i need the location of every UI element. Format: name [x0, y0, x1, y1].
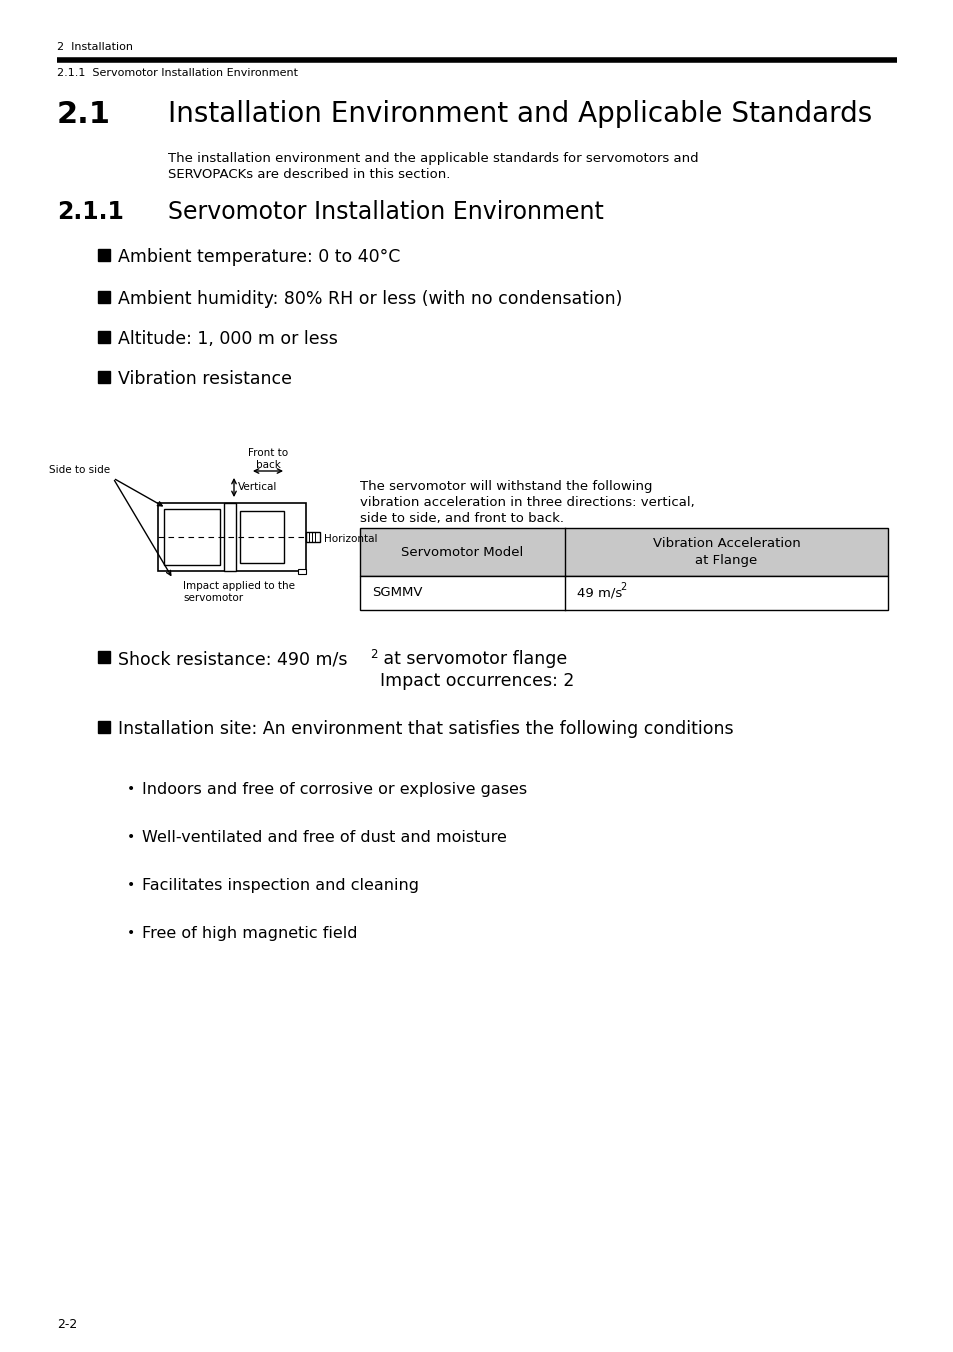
Bar [359, 529, 887, 576]
Text: Installation site: An environment that satisfies the following conditions: Installation site: An environment that s… [118, 721, 733, 738]
Text: Ambient humidity: 80% RH or less (with no condensation): Ambient humidity: 80% RH or less (with n… [118, 289, 621, 308]
Bar [98, 370, 110, 383]
Text: SGMMV: SGMMV [372, 587, 422, 599]
Text: 2.1.1  Servomotor Installation Environment: 2.1.1 Servomotor Installation Environmen… [57, 68, 297, 78]
Text: vibration acceleration in three directions: vertical,: vibration acceleration in three directio… [359, 496, 694, 508]
Text: Installation Environment and Applicable Standards: Installation Environment and Applicable … [168, 100, 871, 128]
Text: Side to side: Side to side [49, 465, 110, 475]
Text: 49 m/s: 49 m/s [577, 587, 621, 599]
Bar [98, 652, 110, 662]
Bar [98, 249, 110, 261]
Text: SERVOPACKs are described in this section.: SERVOPACKs are described in this section… [168, 168, 450, 181]
Text: Well-ventilated and free of dust and moisture: Well-ventilated and free of dust and moi… [142, 830, 506, 845]
Bar [224, 503, 235, 571]
Text: Altitude: 1, 000 m or less: Altitude: 1, 000 m or less [118, 330, 337, 347]
Text: Servomotor Model: Servomotor Model [401, 545, 523, 558]
Text: Indoors and free of corrosive or explosive gases: Indoors and free of corrosive or explosi… [142, 781, 527, 796]
Bar [98, 331, 110, 343]
Bar [98, 721, 110, 733]
Text: Vibration resistance: Vibration resistance [118, 370, 292, 388]
Text: The servomotor will withstand the following: The servomotor will withstand the follow… [359, 480, 652, 493]
Text: The installation environment and the applicable standards for servomotors and: The installation environment and the app… [168, 151, 698, 165]
Text: 2: 2 [370, 648, 377, 661]
Text: •: • [127, 830, 135, 844]
Text: Facilitates inspection and cleaning: Facilitates inspection and cleaning [142, 877, 418, 894]
Text: Vibration Acceleration
at Flange: Vibration Acceleration at Flange [652, 537, 800, 566]
Text: Impact applied to the
servomotor: Impact applied to the servomotor [183, 581, 294, 603]
Text: Impact occurrences: 2: Impact occurrences: 2 [379, 672, 574, 690]
Text: 2.1.1: 2.1.1 [57, 200, 124, 224]
Text: Free of high magnetic field: Free of high magnetic field [142, 926, 357, 941]
Text: Front to
back: Front to back [248, 448, 288, 470]
Bar [297, 569, 306, 575]
Text: Ambient temperature: 0 to 40°C: Ambient temperature: 0 to 40°C [118, 247, 400, 266]
Text: 2: 2 [619, 581, 625, 592]
Text: at servomotor flange: at servomotor flange [377, 650, 567, 668]
Bar [164, 508, 220, 565]
Text: 2-2: 2-2 [57, 1318, 77, 1330]
Bar [359, 576, 887, 610]
Text: •: • [127, 877, 135, 892]
Bar [98, 291, 110, 303]
Text: •: • [127, 781, 135, 796]
Text: Shock resistance: 490 m/s: Shock resistance: 490 m/s [118, 650, 347, 668]
Text: Horizontal: Horizontal [324, 534, 377, 544]
Text: side to side, and front to back.: side to side, and front to back. [359, 512, 563, 525]
Bar [158, 503, 306, 571]
Text: 2  Installation: 2 Installation [57, 42, 132, 51]
Text: Servomotor Installation Environment: Servomotor Installation Environment [168, 200, 603, 224]
Bar [306, 531, 319, 542]
Bar [240, 511, 284, 562]
Text: Vertical: Vertical [237, 483, 277, 492]
Text: •: • [127, 926, 135, 940]
Text: 2.1: 2.1 [57, 100, 111, 128]
